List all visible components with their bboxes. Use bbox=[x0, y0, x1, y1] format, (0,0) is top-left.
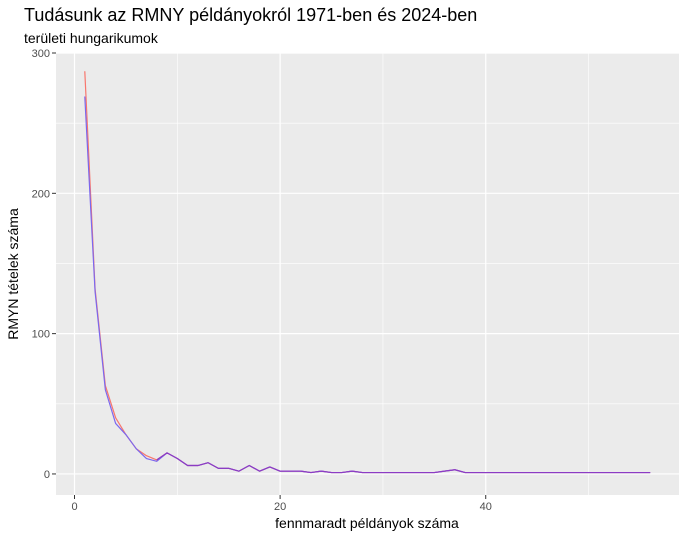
y-axis-ticks: 0 100 200 300 bbox=[32, 48, 56, 481]
y-tick-label: 200 bbox=[32, 188, 50, 200]
series-line bbox=[156, 452, 651, 474]
chart-subtitle: területi hungarikumok bbox=[24, 30, 159, 46]
x-tick-label: 40 bbox=[480, 501, 492, 513]
plot-background bbox=[56, 53, 679, 495]
chart-title: Tudásunk az RMNY példányokról 1971-ben é… bbox=[24, 5, 477, 25]
x-axis-title: fennmaradt példányok száma bbox=[275, 515, 459, 531]
grid-major bbox=[56, 52, 679, 495]
series-3 bbox=[156, 452, 651, 474]
series-layer bbox=[84, 71, 651, 474]
x-axis-ticks: 0 20 40 bbox=[71, 495, 492, 513]
y-axis-title: RMYN tételek száma bbox=[5, 208, 21, 340]
grid-minor bbox=[56, 53, 679, 495]
x-tick-label: 0 bbox=[71, 501, 77, 513]
x-tick-label: 20 bbox=[274, 501, 286, 513]
y-tick-label: 300 bbox=[32, 48, 50, 60]
y-tick-label: 100 bbox=[32, 329, 50, 341]
y-tick-label: 0 bbox=[44, 469, 50, 481]
